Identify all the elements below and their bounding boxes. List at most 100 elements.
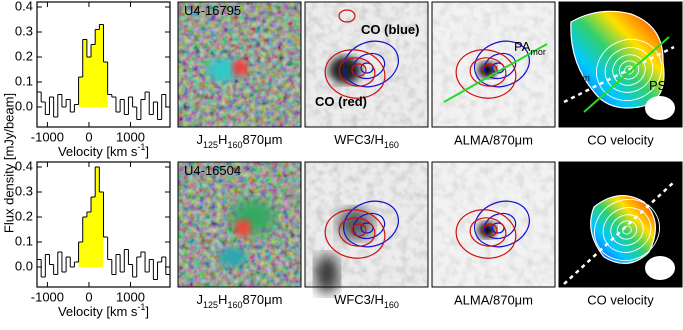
x-tick-label: -1000 [31, 129, 64, 144]
y-tick-label: 0.3 [15, 183, 33, 198]
x-axis-label: Velocity [km s-1] [58, 142, 149, 159]
text-part: WFC3/H [334, 292, 384, 307]
source-blob [232, 60, 248, 76]
line-fill [95, 29, 100, 107]
contour [596, 38, 662, 102]
contour [602, 207, 652, 253]
line-fill [91, 197, 96, 267]
contour [469, 217, 507, 247]
text-part: Velocity [km s [58, 304, 138, 319]
y-axis-label: Flux density [mJy/beam] [1, 93, 16, 233]
panel-caption: CO velocity [587, 292, 654, 307]
source-blob [207, 58, 239, 82]
annotation: PAkin [562, 65, 590, 83]
source-blob [235, 219, 251, 237]
contour [338, 9, 356, 23]
contour [482, 223, 498, 237]
image-noise [305, 2, 428, 127]
line-fill [86, 212, 92, 267]
y-tick-label: 0.4 [15, 0, 33, 13]
text-part: H [218, 292, 227, 307]
contour [455, 209, 517, 259]
contour [594, 198, 660, 262]
x-tick-label: 0 [85, 289, 92, 304]
source-blob [315, 254, 339, 294]
contour [343, 200, 399, 248]
text-part: PA [562, 65, 579, 80]
image-frame [304, 161, 429, 288]
contour [351, 63, 367, 77]
wfc3-image: CO (blue) CO (red) WFC3/H160 [304, 1, 429, 150]
text-part: 160 [384, 140, 399, 150]
contour [360, 62, 374, 74]
contour [352, 52, 386, 80]
line-fill [78, 242, 83, 267]
alma-image: PAmor ALMA/870μm [431, 1, 556, 147]
image-frame [304, 1, 429, 128]
text-part: J [197, 292, 204, 307]
rgb-image: U4-16795 J125H160870μm [177, 1, 302, 150]
x-tick-label: -1000 [31, 289, 64, 304]
text-part: 125 [203, 300, 218, 310]
pa-line [563, 181, 675, 285]
annotation: CO (red) [315, 94, 367, 109]
y-tick-label: 0.1 [15, 73, 33, 88]
text-part: J [197, 132, 204, 147]
image-frame [177, 1, 302, 128]
panel-caption: WFC3/H160 [334, 132, 399, 150]
contour [483, 52, 517, 80]
alma-image: ALMA/870μm [431, 161, 556, 307]
y-tick-label: 0.3 [15, 23, 33, 38]
x-axis-label: Velocity [km s-1] [58, 302, 149, 319]
contour [610, 214, 644, 246]
contour [338, 217, 376, 247]
line-fill [95, 167, 100, 267]
text-part: 160 [384, 300, 399, 310]
contour [324, 49, 386, 99]
panel-caption: ALMA/870μm [454, 132, 533, 147]
panel-caption: J125H160870μm [197, 292, 283, 310]
pa-line [583, 36, 670, 113]
annotation: PAmor [514, 39, 546, 57]
line-fill [86, 57, 92, 107]
x-tick-label: 1000 [116, 289, 145, 304]
x-tick-label: 0 [85, 129, 92, 144]
line-fill [82, 217, 87, 267]
plot-frame [36, 1, 171, 128]
text-part: H [218, 132, 227, 147]
psf [645, 96, 675, 120]
contour [455, 49, 517, 99]
text-part: mor [530, 47, 546, 57]
text-part: 160 [227, 300, 242, 310]
image-frame [431, 1, 556, 128]
line-fill [99, 192, 104, 267]
source-blob [478, 62, 496, 78]
contour [324, 209, 386, 259]
contour [343, 40, 399, 88]
text-part: 870μm [242, 132, 282, 147]
text-part: PA [514, 39, 531, 54]
contour [491, 222, 505, 234]
contour [469, 57, 507, 87]
annotation: CO (blue) [361, 22, 420, 37]
source-id: U4-16795 [184, 3, 241, 18]
text-part: 125 [203, 140, 218, 150]
source-blob [219, 247, 247, 267]
contour [483, 212, 517, 240]
image-frame [431, 161, 556, 288]
source-id: U4-16504 [184, 163, 241, 178]
y-tick-label: 0.1 [15, 233, 33, 248]
y-tick-label: 0.2 [15, 208, 33, 223]
plot-frame [36, 161, 171, 288]
psf [645, 256, 675, 280]
line-fill [82, 39, 87, 107]
contour [474, 200, 530, 248]
line-fill [78, 77, 83, 107]
y-tick-label: 0.2 [15, 48, 33, 63]
velocity-image: CO velocity [558, 161, 683, 307]
image-frame [177, 161, 302, 288]
line-fill [99, 24, 104, 107]
contour [622, 225, 632, 235]
